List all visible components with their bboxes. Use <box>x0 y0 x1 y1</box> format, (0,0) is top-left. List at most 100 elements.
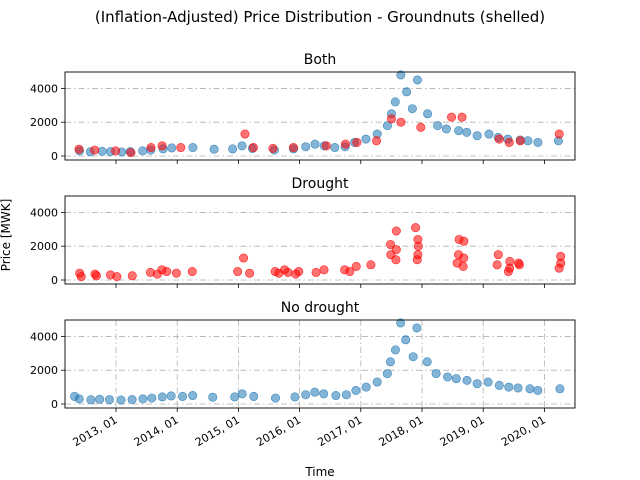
data-point <box>422 357 432 367</box>
data-point <box>126 148 136 158</box>
data-point <box>458 261 468 271</box>
data-point <box>319 389 329 399</box>
data-point <box>504 382 514 392</box>
y-tick-label: 2000 <box>30 364 58 377</box>
data-point <box>504 137 514 147</box>
plot-frame <box>64 319 576 409</box>
data-point <box>412 323 422 333</box>
data-point <box>90 145 100 155</box>
data-point <box>237 389 247 399</box>
figure-title: (Inflation-Adjusted) Price Distribution … <box>95 8 545 26</box>
panel-3: No drought 0 2000 4000 2013, 01 2014, 01 2015,… <box>30 300 576 449</box>
data-point <box>157 141 167 151</box>
series-drought <box>74 112 564 158</box>
data-point <box>74 394 84 404</box>
data-point <box>525 384 535 394</box>
data-point <box>472 131 482 141</box>
data-point <box>459 236 469 246</box>
data-point <box>249 391 259 401</box>
series-drought <box>75 223 566 282</box>
plot-frame <box>64 71 576 161</box>
x-tick-label: 2015, 01 <box>193 413 242 449</box>
x-tick-label: 2018, 01 <box>377 413 426 449</box>
data-point <box>188 143 198 153</box>
x-tick-label: 2017, 01 <box>315 413 364 449</box>
data-point <box>494 134 504 144</box>
data-point <box>451 374 461 384</box>
data-point <box>310 139 320 149</box>
y-tick-label: 4000 <box>30 206 58 219</box>
data-point <box>386 114 396 124</box>
data-point <box>391 245 401 255</box>
data-point <box>441 124 451 134</box>
data-point <box>555 384 565 394</box>
data-point <box>416 122 426 132</box>
data-point <box>116 395 126 405</box>
data-point <box>138 146 148 156</box>
data-point <box>86 395 96 405</box>
data-point <box>146 143 156 153</box>
data-point <box>396 117 406 127</box>
x-tick-label: 2019, 01 <box>438 413 487 449</box>
data-point <box>178 391 188 401</box>
data-point <box>514 260 524 270</box>
data-point <box>382 121 392 131</box>
panel-title: No drought <box>281 300 360 316</box>
data-point <box>457 112 467 122</box>
data-point <box>331 391 341 401</box>
data-point <box>503 267 513 277</box>
data-point <box>382 369 392 379</box>
y-tick-label: 2000 <box>30 116 58 129</box>
data-point <box>533 385 543 395</box>
data-point <box>554 129 564 139</box>
data-point <box>228 144 238 154</box>
data-point <box>492 260 502 270</box>
data-point <box>402 87 412 97</box>
data-point <box>147 393 157 403</box>
data-point <box>484 129 494 139</box>
data-point <box>167 143 177 153</box>
data-point <box>401 335 411 345</box>
data-point <box>515 136 525 146</box>
data-point <box>366 260 376 270</box>
y-tick-label: 2000 <box>30 240 58 253</box>
x-axis-label: Time <box>304 465 334 479</box>
data-point <box>494 380 504 390</box>
data-point <box>283 267 293 277</box>
panel-title: Both <box>304 52 337 68</box>
y-tick-label: 0 <box>51 274 58 287</box>
data-point <box>176 143 186 153</box>
data-point <box>112 272 122 282</box>
data-point <box>385 357 395 367</box>
data-point <box>240 129 250 139</box>
data-point <box>208 392 218 402</box>
data-point <box>352 137 362 147</box>
data-point <box>341 390 351 400</box>
data-point <box>162 267 172 277</box>
panels: Both 0 2000 4000 Drought 0 2000 4000 No drought 0… <box>30 52 576 449</box>
data-point <box>396 70 406 80</box>
panel-title: Drought <box>292 176 349 192</box>
data-point <box>319 265 329 275</box>
data-point <box>554 263 564 273</box>
data-point <box>127 395 137 405</box>
data-point <box>408 352 418 362</box>
data-point <box>233 267 243 277</box>
series-no-drought <box>75 70 563 157</box>
data-point <box>74 144 84 154</box>
data-point <box>111 146 121 156</box>
data-point <box>138 394 148 404</box>
data-point <box>239 253 249 263</box>
data-point <box>412 255 422 265</box>
data-point <box>407 104 417 114</box>
data-point <box>459 253 469 263</box>
data-point <box>187 267 197 277</box>
data-point <box>413 241 423 251</box>
data-point <box>523 136 533 146</box>
data-point <box>351 385 361 395</box>
data-point <box>462 375 472 385</box>
data-point <box>330 143 340 153</box>
data-point <box>431 369 441 379</box>
y-tick-label: 4000 <box>30 82 58 95</box>
data-point <box>386 240 396 250</box>
